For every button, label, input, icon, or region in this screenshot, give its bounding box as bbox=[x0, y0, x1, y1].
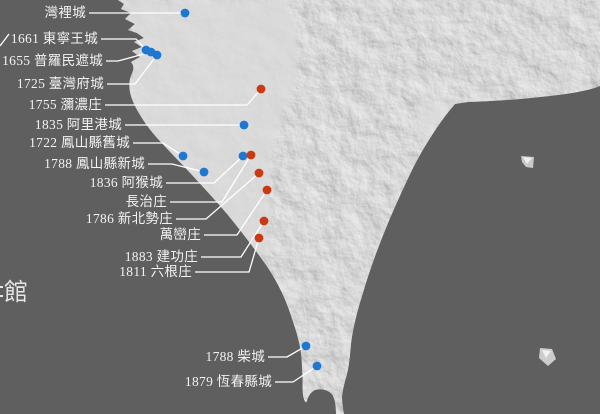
leader-line bbox=[107, 54, 158, 85]
leader-line bbox=[195, 237, 260, 273]
leader-line bbox=[105, 88, 262, 106]
map-label: 1836 阿猴城 bbox=[89, 174, 163, 190]
settlement-dot bbox=[259, 216, 269, 226]
map-label: 1883 建功庄 bbox=[124, 248, 198, 264]
settlement-dot bbox=[180, 8, 190, 18]
map-label: 長治庄 bbox=[125, 193, 167, 209]
map-label: 灣裡城 bbox=[44, 4, 86, 20]
map-label: 1722 鳳山縣舊城 bbox=[29, 134, 130, 150]
leader-line-fragment bbox=[0, 33, 10, 47]
settlement-dot bbox=[256, 84, 266, 94]
clipped-character-fragment bbox=[0, 286, 3, 288]
settlement-dot bbox=[238, 151, 248, 161]
edge-label: 館 bbox=[4, 280, 28, 306]
leader-line bbox=[176, 172, 260, 220]
settlement-dot bbox=[246, 150, 256, 160]
map-label: 萬巒庄 bbox=[159, 226, 201, 242]
coastal-plain bbox=[118, 0, 299, 258]
leader-line bbox=[106, 51, 152, 62]
settlement-dot bbox=[199, 167, 209, 177]
map-label: 1786 新北勢庄 bbox=[85, 210, 173, 226]
settlement-dot bbox=[254, 168, 264, 178]
map-label: 1879 恆春縣城 bbox=[184, 373, 272, 389]
settlement-dot bbox=[301, 341, 311, 351]
leader-line bbox=[204, 189, 268, 236]
map-label: 1788 柴城 bbox=[205, 348, 265, 364]
leader-line bbox=[101, 38, 147, 51]
map-label: 1725 臺灣府城 bbox=[16, 75, 104, 91]
map-label: 1811 六根庄 bbox=[119, 263, 192, 279]
orchid-island bbox=[539, 348, 556, 366]
leader-line bbox=[148, 163, 205, 173]
green-island bbox=[521, 156, 534, 168]
map-label: 1755 瀰濃庄 bbox=[28, 96, 102, 112]
settlement-dot bbox=[152, 50, 162, 60]
leader-line bbox=[275, 365, 318, 383]
settlement-dot bbox=[254, 233, 264, 243]
settlement-dot bbox=[239, 120, 249, 130]
leader-line bbox=[133, 142, 184, 157]
leader-line bbox=[166, 155, 244, 184]
settlement-dot bbox=[262, 185, 272, 195]
map-label: 1661 東寧王城 bbox=[10, 30, 98, 46]
leader-line bbox=[201, 220, 265, 258]
marker-dots bbox=[141, 8, 322, 371]
map-label: 1835 阿里港城 bbox=[34, 116, 122, 132]
clipped-character-fragment bbox=[0, 295, 3, 297]
leader-line bbox=[170, 154, 252, 203]
leader-lines bbox=[89, 12, 318, 383]
settlement-dot bbox=[312, 361, 322, 371]
leader-line bbox=[268, 345, 307, 358]
map-label: 1788 鳳山縣新城 bbox=[44, 155, 145, 171]
settlement-dot bbox=[178, 151, 188, 161]
map-label: 1655 普羅民遮城 bbox=[2, 52, 103, 68]
valley-plain bbox=[416, 100, 455, 148]
